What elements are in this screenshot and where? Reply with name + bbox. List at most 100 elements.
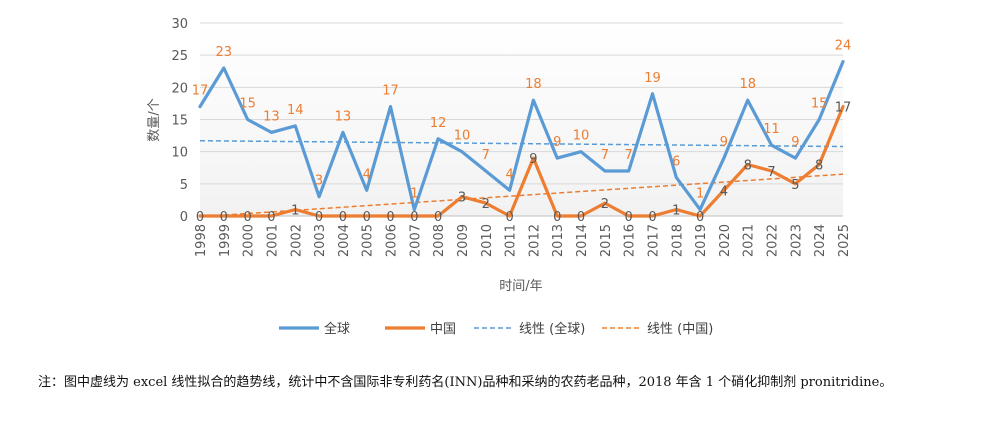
data-label-global: 1 [696,187,704,202]
data-label-china: 1 [672,204,680,219]
x-tick-label: 2015 [599,224,614,257]
legend-label: 全球 [324,321,350,337]
data-label-global: 7 [625,148,633,163]
data-label-china: 0 [553,210,561,225]
data-label-china: 0 [434,210,442,225]
data-label-china: 3 [458,191,466,206]
data-label-global: 3 [315,174,323,189]
data-label-global: 7 [601,148,609,163]
x-axis: 1998 1999 2000 2001 2002 2003 2004 2005 2006 2007… [194,215,852,257]
data-label-china: 2 [601,197,609,212]
x-tick-label: 2010 [480,224,495,257]
legend: 全球 中国 线性 (全球) 线性 (中国) [279,321,713,337]
data-label-china: 0 [386,210,394,225]
x-tick-label: 2002 [289,224,304,257]
legend-label: 线性 (全球) [519,321,585,337]
data-label-china: 0 [625,210,633,225]
data-label-global: 10 [573,129,590,144]
data-label-global: 9 [791,135,799,150]
data-label-china: 17 [835,101,852,116]
data-label-global: 15 [239,97,256,112]
data-label-china: 0 [267,210,275,225]
x-tick-label: 2013 [551,224,566,257]
data-label-china: 0 [505,210,513,225]
x-tick-label: 2011 [504,224,519,257]
data-label-china: 0 [243,210,251,225]
data-label-global: 6 [672,154,680,169]
y-axis: 0 5 10 15 20 25 30 [171,17,188,225]
data-label-global: 4 [505,167,513,182]
data-label-global: 18 [739,77,756,92]
series-line [198,104,845,218]
y-tick-label: 30 [171,17,188,32]
data-label-global: 7 [482,148,490,163]
x-axis-title: 时间/年 [499,279,542,294]
x-tick-label: 2016 [623,224,638,257]
data-label-china: 7 [767,165,775,180]
data-label-china: 0 [410,210,418,225]
series-line [198,59,845,212]
x-tick-label: 2019 [694,224,709,257]
x-tick-label: 2007 [408,224,423,257]
data-label-china: 0 [363,210,371,225]
data-label-china: 0 [196,210,204,225]
data-label-global: 13 [263,109,280,124]
data-label-global: 13 [335,109,352,124]
y-tick-label: 10 [171,146,188,161]
x-tick-label: 2006 [385,224,400,257]
data-label-china: 9 [529,152,537,167]
data-label-global: 23 [216,45,233,60]
y-tick-label: 20 [171,81,188,96]
data-label-global: 4 [363,167,371,182]
footnote: 注：图中虚线为 excel 线性拟合的趋势线，统计中不含国际非专利药名(INN)… [38,375,893,390]
x-tick-label: 2021 [742,224,757,257]
data-label-china: 5 [791,178,799,193]
x-tick-label: 1998 [194,224,209,257]
data-label-global: 15 [811,97,828,112]
data-label-china: 0 [696,210,704,225]
x-tick-label: 2001 [265,224,280,257]
x-tick-label: 2003 [313,224,328,257]
x-tick-label: 2018 [670,224,685,257]
x-tick-label: 2000 [242,224,257,257]
y-tick-label: 5 [180,178,188,193]
x-tick-label: 2023 [789,224,804,257]
data-label-china: 0 [315,210,323,225]
x-tick-label: 1999 [218,224,233,257]
y-tick-label: 25 [171,49,188,64]
data-label-global: 19 [644,71,661,86]
data-label-global: 17 [192,84,209,99]
data-label-china: 2 [482,197,490,212]
data-label-global: 24 [835,39,852,54]
data-label-global: 10 [454,129,471,144]
data-label-china: 8 [744,159,752,174]
x-tick-label: 2005 [361,224,376,257]
series-lines [198,59,845,218]
data-label-global: 9 [720,135,728,150]
data-label-global: 14 [287,103,304,118]
x-tick-label: 2014 [575,224,590,257]
data-label-china: 8 [815,159,823,174]
data-label-global: 11 [763,122,780,137]
data-label-china: 0 [339,210,347,225]
data-label-china: 1 [291,204,299,219]
x-tick-label: 2009 [456,224,471,257]
y-tick-label: 0 [180,210,188,225]
x-tick-label: 2020 [718,224,733,257]
x-tick-label: 2022 [766,224,781,257]
data-label-global: 12 [430,116,447,131]
data-label-global: 1 [410,187,418,202]
x-tick-label: 2025 [837,224,852,257]
x-tick-label: 2012 [527,224,542,257]
data-label-global: 18 [525,77,542,92]
legend-label: 中国 [430,322,456,337]
data-label-global: 17 [382,84,399,99]
data-label-china: 0 [577,210,585,225]
y-axis-title: 数量/个 [147,98,162,141]
y-tick-label: 15 [171,114,188,129]
x-tick-label: 2017 [646,224,661,257]
data-label-global: 9 [553,135,561,150]
x-tick-label: 2008 [432,224,447,257]
legend-label: 线性 (中国) [647,322,713,337]
